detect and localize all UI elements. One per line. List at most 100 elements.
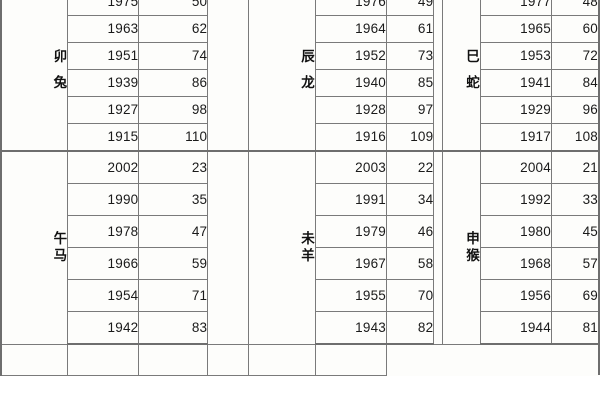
year-cell: 1917: [479, 123, 552, 152]
age-cell: 108: [550, 123, 600, 152]
zodiac-table-scroll-content: 卯 兔 1975 50 辰 龙 1976 49 巳 蛇: [0, 0, 600, 376]
age-cell: 57: [550, 247, 600, 280]
age-cell: 21: [550, 150, 600, 184]
year-cell: 1991: [314, 183, 388, 216]
year-cell: 1975: [67, 0, 140, 16]
sign-char: 龙: [301, 74, 315, 90]
sign-cell-0-1: 辰 龙: [248, 0, 316, 152]
year-cell: 1968: [479, 247, 552, 280]
year-cell: 1952: [314, 42, 388, 70]
age-cell: 59: [138, 247, 209, 280]
sign-cell-0-2: 巳 蛇: [442, 0, 481, 152]
year-cell: 1953: [479, 42, 552, 70]
age-cell: 61: [386, 15, 435, 43]
year-cell: 1941: [479, 69, 552, 97]
age-cell: [314, 343, 388, 376]
sign-char: 午: [53, 230, 68, 246]
year-cell: 1963: [67, 15, 140, 43]
year-cell: 1966: [67, 247, 140, 280]
year-cell: 1955: [314, 279, 388, 312]
sign-cell-1-1: 未 羊: [248, 150, 316, 345]
sign-cell-1-0: 午 马: [0, 150, 69, 345]
age-cell: 71: [138, 279, 209, 312]
year-cell: [138, 343, 209, 376]
year-cell: 1942: [67, 311, 140, 345]
age-cell: 48: [550, 0, 600, 16]
table-row: 1978 47 1979 46 1980 45: [1, 215, 600, 248]
age-cell: 46: [386, 215, 435, 248]
table-row: 1927 98 1928 97 1929 96: [1, 96, 600, 124]
age-cell: 34: [386, 183, 435, 216]
year-cell: 1943: [314, 311, 388, 345]
year-cell: 1939: [67, 69, 140, 97]
year-cell: 2003: [314, 150, 388, 184]
year-cell: 2002: [67, 150, 140, 184]
year-cell: 1928: [314, 96, 388, 124]
sign-char: 未: [301, 230, 315, 246]
sign-char: 兔: [53, 74, 68, 90]
sign-char: 马: [53, 247, 68, 263]
year-cell: 1951: [67, 42, 140, 70]
age-cell: 47: [138, 215, 209, 248]
year-cell: 1977: [479, 0, 552, 16]
age-cell: 83: [138, 311, 209, 345]
year-cell: 1915: [67, 123, 140, 152]
zodiac-year-age-table: 卯 兔 1975 50 辰 龙 1976 49 巳 蛇: [0, 0, 600, 376]
year-cell: 1954: [67, 279, 140, 312]
year-cell: 1967: [314, 247, 388, 280]
age-cell: 73: [386, 42, 435, 70]
year-cell: 1940: [314, 69, 388, 97]
table-row: 1990 35 1991 34 1992 33: [1, 183, 600, 216]
column-gutter: [433, 0, 444, 152]
table-row: 1942 83 1943 82 1944 81: [1, 311, 600, 345]
table-row: 午 马 2002 23 未 羊 2003 22 申 猴: [0, 150, 600, 345]
table-row-partial: [0, 343, 599, 376]
table-row: 卯 兔 1975 50 辰 龙 1976 49 巳 蛇: [0, 0, 600, 152]
year-cell: 1965: [479, 15, 552, 43]
year-cell: 1978: [67, 215, 140, 248]
age-cell: 82: [386, 311, 435, 345]
sign-char: 羊: [301, 247, 315, 263]
table-row: 1951 74 1952 73 1953 72: [1, 42, 600, 70]
table-row: 1915 110 1916 109 1917 108: [1, 123, 600, 152]
age-cell: 70: [386, 279, 435, 312]
age-cell: 81: [550, 311, 600, 345]
age-cell: 97: [386, 96, 435, 124]
age-cell: 84: [550, 69, 600, 97]
year-cell: 1956: [479, 279, 552, 312]
age-cell: 22: [386, 150, 435, 184]
age-cell: 50: [138, 0, 209, 16]
age-cell: 35: [138, 183, 209, 216]
year-cell: 1944: [479, 311, 552, 345]
year-cell: 1990: [67, 183, 140, 216]
column-gutter: [207, 0, 250, 152]
column-gutter: [433, 150, 444, 345]
sign-cell-1-2: 申 猴: [442, 150, 481, 345]
table-row: 1939 86 1940 85 1941 84: [1, 69, 600, 97]
year-cell: 1979: [314, 215, 388, 248]
table-row: 1963 62 1964 61 1965 60: [1, 15, 600, 43]
age-cell: 98: [138, 96, 209, 124]
year-cell: 1992: [479, 183, 552, 216]
sign-char: 蛇: [466, 74, 480, 90]
year-cell: 1980: [479, 215, 552, 248]
age-cell: 86: [138, 69, 209, 97]
age-cell: 96: [550, 96, 600, 124]
year-cell: 1916: [314, 123, 388, 152]
age-cell: 85: [386, 69, 435, 97]
age-cell: 62: [138, 15, 209, 43]
year-cell: [248, 343, 316, 376]
sign-char: 巳: [466, 48, 480, 64]
age-cell: 49: [386, 0, 435, 16]
sign-char: 猴: [466, 247, 480, 263]
year-cell: 1964: [314, 15, 388, 43]
age-cell: 109: [386, 123, 435, 152]
age-cell: 33: [550, 183, 600, 216]
zodiac-table-body: 卯 兔 1975 50 辰 龙 1976 49 巳 蛇: [0, 0, 600, 376]
sign-char: 卯: [53, 48, 68, 64]
age-cell: 58: [386, 247, 435, 280]
year-cell: [0, 343, 69, 376]
sign-char: 辰: [301, 48, 315, 64]
sign-char: 申: [466, 230, 480, 246]
age-cell: 74: [138, 42, 209, 70]
